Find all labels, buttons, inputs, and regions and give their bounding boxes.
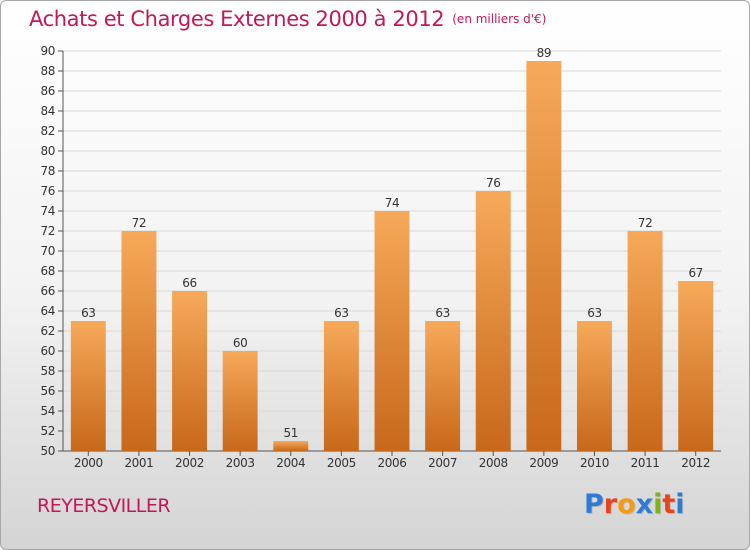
- labels: 63 2000 72 2001 66 2002 60 2003 51 2004 63 2005 74 20…: [74, 46, 711, 470]
- y-tick-label: 56: [41, 384, 55, 398]
- value-label: 63: [587, 306, 601, 320]
- logo-letter: x: [635, 489, 654, 520]
- bar-2010: [576, 321, 612, 451]
- bar-2012: [678, 281, 714, 451]
- logo-letter: i: [653, 489, 663, 520]
- bar-2008: [475, 191, 511, 451]
- value-label: 72: [638, 216, 652, 230]
- bars: [70, 61, 714, 451]
- y-tick-label: 72: [41, 224, 55, 238]
- y-tick-label: 76: [41, 184, 55, 198]
- x-tick-label: 2006: [378, 456, 407, 470]
- bar-2007: [425, 321, 461, 451]
- logo-letter: t: [662, 489, 676, 520]
- bar-2009: [526, 61, 562, 451]
- y-tick-label: 68: [41, 264, 55, 278]
- bar-2000: [70, 321, 106, 451]
- x-tick-label: 2001: [124, 456, 153, 470]
- x-tick-label: 2002: [175, 456, 204, 470]
- y-tick-label: 90: [41, 44, 55, 58]
- value-label: 66: [182, 276, 196, 290]
- x-tick-label: 2004: [276, 456, 305, 470]
- value-label: 76: [486, 176, 500, 190]
- logo-letter: P: [584, 489, 604, 520]
- chart-subtitle: (en milliers d'€): [452, 12, 547, 26]
- x-tick-label: 2007: [428, 456, 457, 470]
- bar-2006: [374, 211, 410, 451]
- y-tick-label: 88: [41, 64, 55, 78]
- bar-2002: [172, 291, 208, 451]
- x-tick-label: 2008: [479, 456, 508, 470]
- y-tick-label: 52: [41, 424, 55, 438]
- value-label: 67: [688, 266, 702, 280]
- value-label: 51: [284, 426, 298, 440]
- y-tick-label: 84: [41, 104, 55, 118]
- value-label: 63: [435, 306, 449, 320]
- y-tick-label: 66: [41, 284, 55, 298]
- proxiti-logo[interactable]: Proxiti: [584, 489, 685, 520]
- y-tick-label: 74: [41, 204, 55, 218]
- y-tick-label: 80: [41, 144, 55, 158]
- x-tick-label: 2009: [529, 456, 558, 470]
- logo-letter: i: [675, 489, 685, 520]
- y-tick-label: 82: [41, 124, 55, 138]
- x-tick-label: 2003: [226, 456, 255, 470]
- title-row: Achats et Charges Externes 2000 à 2012 (e…: [29, 7, 546, 31]
- logo-letter: r: [603, 489, 618, 520]
- value-label: 63: [334, 306, 348, 320]
- y-tick-label: 58: [41, 364, 55, 378]
- chart-title: Achats et Charges Externes 2000 à 2012: [29, 7, 445, 31]
- bar-2004: [273, 441, 309, 451]
- y-tick-label: 64: [41, 304, 55, 318]
- commune-name: REYERSVILLER: [37, 495, 171, 517]
- y-tick-label: 50: [41, 444, 55, 458]
- y-tick-label: 86: [41, 84, 55, 98]
- y-tick-label: 60: [41, 344, 55, 358]
- x-tick-label: 2010: [580, 456, 609, 470]
- value-label: 60: [233, 336, 247, 350]
- y-tick-label: 62: [41, 324, 55, 338]
- y-tick-label: 54: [41, 404, 55, 418]
- logo-letter: o: [617, 489, 636, 520]
- y-tick-label: 78: [41, 164, 55, 178]
- y-tick-label: 70: [41, 244, 55, 258]
- x-tick-label: 2011: [631, 456, 660, 470]
- bar-2001: [121, 231, 157, 451]
- bar-2003: [222, 351, 258, 451]
- x-tick-label: 2000: [74, 456, 103, 470]
- value-label: 72: [132, 216, 146, 230]
- bar-2005: [323, 321, 359, 451]
- bar-2011: [627, 231, 663, 451]
- x-tick-label: 2005: [327, 456, 356, 470]
- value-label: 74: [385, 196, 399, 210]
- x-tick-label: 2012: [681, 456, 710, 470]
- axes: 50 52 54 56 58 60 62 64 66 68 70 72 74 76 78 80 82 84 86 88…: [41, 44, 721, 458]
- value-label: 89: [537, 46, 551, 60]
- value-label: 63: [81, 306, 95, 320]
